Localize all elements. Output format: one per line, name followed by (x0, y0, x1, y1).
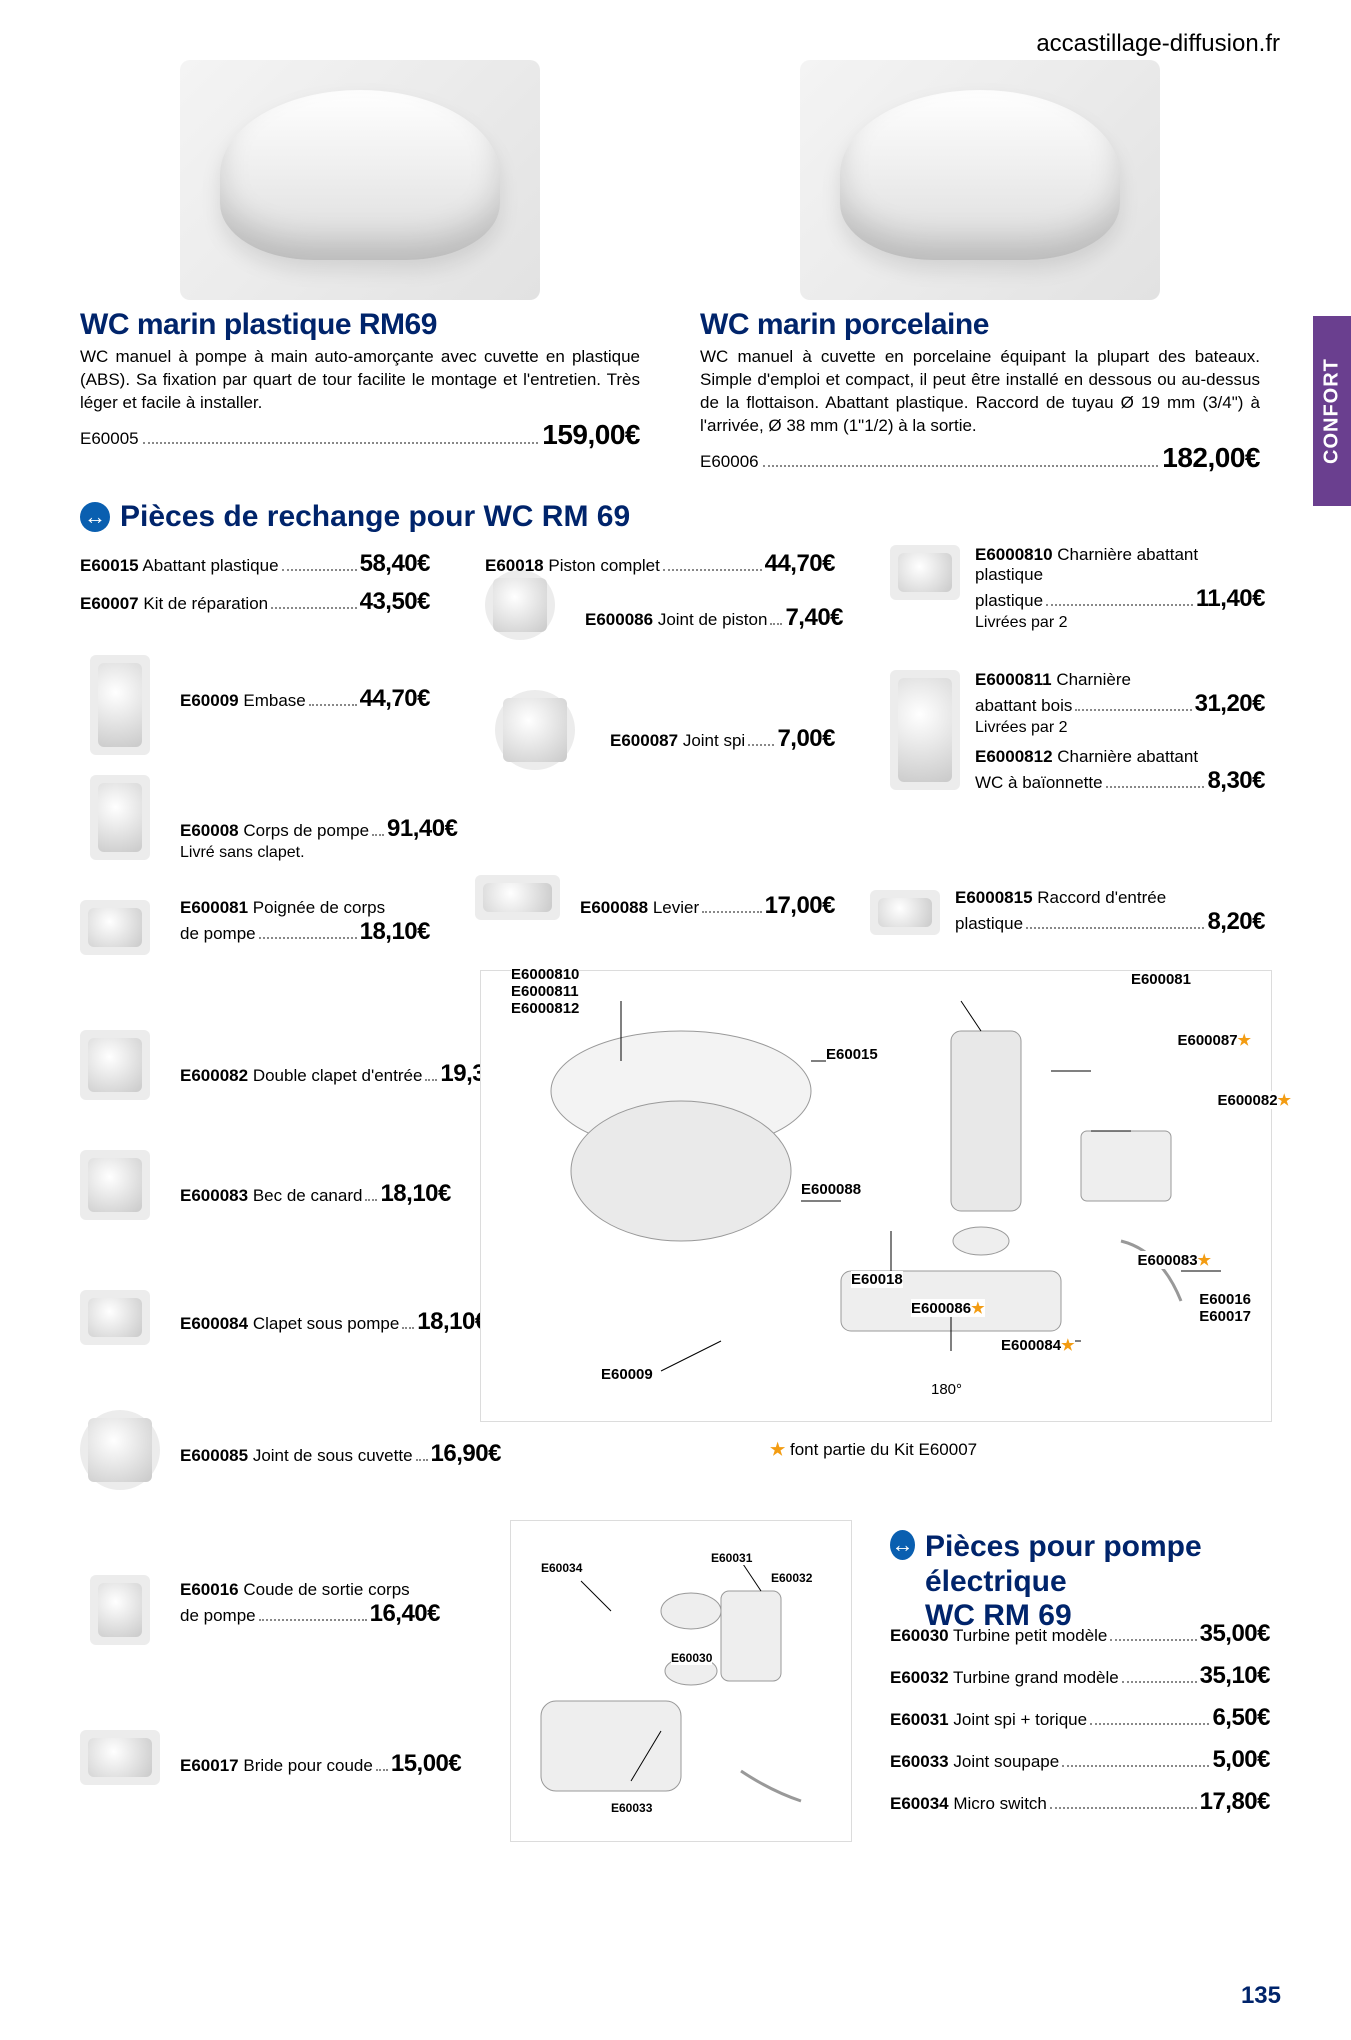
part-thumb (80, 900, 150, 955)
part-thumb (90, 1575, 150, 1645)
diagram-label: E600088 (801, 1181, 861, 1198)
part-thumb (90, 775, 150, 860)
part-thumb (80, 1290, 150, 1345)
part-line: E6000811 Charnière (975, 670, 1265, 690)
diagram-label: E60034 (541, 1561, 582, 1575)
part-line: E600085 Joint de sous cuvette16,90€ (180, 1440, 440, 1468)
part-line: E60018 Piston complet44,70€ (485, 550, 835, 578)
side-tab: CONFORT (1313, 316, 1351, 506)
product-desc: WC manuel à cuvette en porcelaine équipa… (700, 346, 1260, 438)
diagram-label: E600082★ (1217, 1091, 1291, 1109)
section-title: Pièces pour pompe électriqueWC RM 69 (925, 1530, 1280, 1634)
part-thumb (495, 690, 575, 770)
product-sku: E60005 (80, 429, 139, 449)
part-line: E60031 Joint spi + torique6,50€ (890, 1704, 1270, 1732)
part-line: plastique11,40€ (975, 585, 1265, 613)
diagram-label: E60032 (771, 1571, 812, 1585)
diagram-label: E6000810E6000811E6000812 (511, 966, 579, 1017)
part-thumb (870, 890, 940, 935)
part-line: de pompe16,40€ (180, 1600, 440, 1628)
product-refline: E60005 159,00€ (80, 419, 640, 451)
part-note: Livré sans clapet. (180, 843, 430, 862)
part-thumb (80, 1030, 150, 1100)
product-refline: E60006 182,00€ (700, 442, 1260, 474)
diagram-label: E600081 (1131, 971, 1191, 988)
diagram-label: E600083★ (1137, 1251, 1211, 1269)
part-line: E60009 Embase44,70€ (180, 685, 430, 713)
product-sku: E60006 (700, 452, 759, 472)
part-line: E60016 Coude de sortie corps (180, 1580, 440, 1600)
part-thumb (80, 1730, 160, 1785)
diagram-label: E60018 (851, 1271, 903, 1288)
part-line: E600084 Clapet sous pompe18,10€ (180, 1308, 440, 1336)
diagram-label: E600087★ (1177, 1031, 1251, 1049)
part-line: E60007 Kit de réparation43,50€ (80, 588, 430, 616)
section-heading-spares: ↔ Pièces de rechange pour WC RM 69 (80, 500, 630, 534)
product-image-wc-porcelaine (800, 60, 1160, 300)
diagram-footnote: ★ font partie du Kit E60007 (770, 1440, 977, 1460)
part-line: E60032 Turbine grand modèle35,10€ (890, 1662, 1270, 1690)
product-title: WC marin plastique RM69 (80, 308, 640, 342)
part-line: de pompe18,10€ (180, 918, 430, 946)
product-image-wc-plastique (180, 60, 540, 300)
arrow-icon: ↔ (890, 1530, 915, 1560)
part-thumb (90, 655, 150, 755)
part-line: E600086 Joint de piston7,40€ (585, 604, 835, 632)
diagram-label: E600086★ (911, 1299, 985, 1317)
diagram-label: E60031 (711, 1551, 752, 1565)
part-line: E600082 Double clapet d'entrée19,30€ (180, 1060, 440, 1088)
part-note: Livrées par 2 (975, 613, 1265, 632)
diagram-label: E60030 (671, 1651, 712, 1665)
diagram-label: E60015 (826, 1046, 878, 1063)
product-price: 159,00€ (542, 419, 640, 451)
section-title: Pièces de rechange pour WC RM 69 (120, 500, 630, 534)
diagram-label: E600084★ (1001, 1336, 1075, 1354)
product-title: WC marin porcelaine (700, 308, 1260, 342)
part-line: WC à baïonnette8,30€ (975, 767, 1265, 795)
site-url: accastillage-diffusion.fr (1036, 30, 1280, 58)
part-line: E600081 Poignée de corps (180, 898, 430, 918)
part-note: Livrées par 2 (975, 718, 1265, 737)
part-thumb (80, 1410, 160, 1490)
part-line: E60017 Bride pour coude15,00€ (180, 1750, 440, 1778)
diagram-label: E60033 (611, 1801, 652, 1815)
part-line: E60034 Micro switch17,80€ (890, 1788, 1270, 1816)
section-heading-elec: ↔ Pièces pour pompe électriqueWC RM 69 (890, 1530, 1280, 1634)
part-line: E600088 Levier17,00€ (580, 892, 835, 920)
part-thumb (890, 670, 960, 790)
part-line: E60015 Abattant plastique58,40€ (80, 550, 430, 578)
part-thumb (80, 1150, 150, 1220)
part-line: E600083 Bec de canard18,10€ (180, 1180, 440, 1208)
diagram-label: E60016E60017 (1199, 1291, 1251, 1325)
part-thumb (475, 875, 560, 920)
arrow-icon: ↔ (80, 502, 110, 532)
part-line: E6000812 Charnière abattant (975, 747, 1265, 767)
page-number: 135 (1241, 1982, 1281, 2010)
part-line: plastique8,20€ (955, 908, 1265, 936)
exploded-diagram-main: E6000810E6000811E6000812 E60015 E600081 … (480, 970, 1272, 1422)
part-line: E6000815 Raccord d'entrée (955, 888, 1265, 908)
part-line: E6000810 Charnière abattant plastique (975, 545, 1265, 585)
product-price: 182,00€ (1162, 442, 1260, 474)
part-thumb (890, 545, 960, 600)
part-line: E60008 Corps de pompe91,40€ (180, 815, 430, 843)
exploded-diagram-elec: E60034 E60031 E60032 E60030 E60033 (510, 1520, 852, 1842)
part-line: abattant bois31,20€ (975, 690, 1265, 718)
product-desc: WC manuel à pompe à main auto-amorçante … (80, 346, 640, 415)
part-line: E60033 Joint soupape5,00€ (890, 1746, 1270, 1774)
part-line: E600087 Joint spi7,00€ (610, 725, 835, 753)
diagram-label: E60009 (601, 1366, 653, 1383)
part-line: E60030 Turbine petit modèle35,00€ (890, 1620, 1270, 1648)
